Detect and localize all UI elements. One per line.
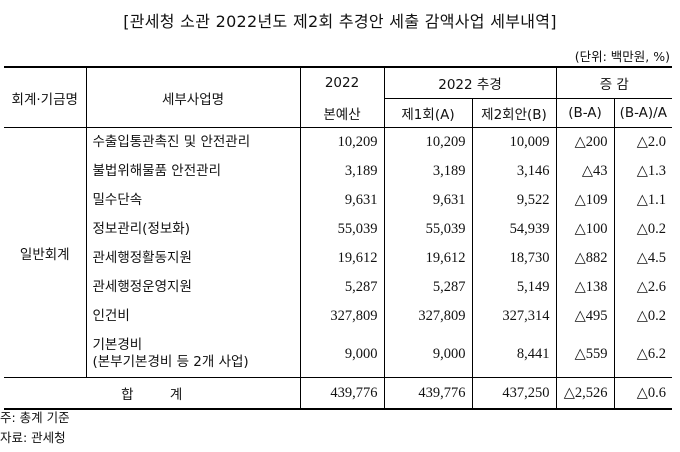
supp1-value: 5,287 <box>383 273 472 302</box>
ratio-value: △0.2 <box>613 215 673 244</box>
diff-value: △100 <box>555 215 614 244</box>
diff-value: △43 <box>555 157 614 186</box>
header-diff: (B-A) <box>555 98 614 128</box>
supp2-value: 327,314 <box>471 302 556 331</box>
table-row: 불법위해물품 안전관리 3,189 3,189 3,146 △43 △1.3 <box>4 157 673 186</box>
diff-value: △200 <box>555 127 614 157</box>
diff-value: △138 <box>555 273 614 302</box>
supp1-value: 19,612 <box>383 244 472 273</box>
diff-value: △109 <box>555 186 614 215</box>
ratio-value: △6.2 <box>613 331 673 378</box>
project-name: 정보관리(정보화) <box>85 215 300 244</box>
header-supp: 2022 추경 <box>383 66 556 99</box>
footnote-source: 자료: 관세청 <box>0 430 66 445</box>
supp2-value: 3,146 <box>471 157 556 186</box>
header-ratio: (B-A)/A <box>613 98 673 128</box>
supp2-value: 9,522 <box>471 186 556 215</box>
header-project: 세부사업명 <box>85 66 300 128</box>
ratio-value: △4.5 <box>613 244 673 273</box>
header-budget-label: 본예산 <box>299 98 384 128</box>
supp2-value: 18,730 <box>471 244 556 273</box>
budget-value: 19,612 <box>299 244 384 273</box>
diff-value: △882 <box>555 244 614 273</box>
supp2-value: 54,939 <box>471 215 556 244</box>
ratio-value: △2.0 <box>613 127 673 157</box>
footnotes: 주: 총계 기준 자료: 관세청 <box>0 408 70 448</box>
total-supp2: 437,250 <box>471 377 556 410</box>
header-supp1: 제1회(A) <box>383 98 472 128</box>
total-label: 합 계 <box>4 377 300 410</box>
ratio-value: △0.2 <box>613 302 673 331</box>
diff-value: △495 <box>555 302 614 331</box>
budget-value: 3,189 <box>299 157 384 186</box>
supp2-value: 8,441 <box>471 331 556 378</box>
project-name: 인건비 <box>85 302 300 331</box>
project-name: 관세행정활동지원 <box>85 244 300 273</box>
table-row: 정보관리(정보화) 55,039 55,039 54,939 △100 △0.2 <box>4 215 673 244</box>
budget-value: 5,287 <box>299 273 384 302</box>
supp1-value: 55,039 <box>383 215 472 244</box>
supp1-value: 327,809 <box>383 302 472 331</box>
header-row-1: 회계·기금명 세부사업명 2022 2022 추경 증 감 <box>4 66 673 128</box>
table-row: 일반회계 수출입통관촉진 및 안전관리 10,209 10,209 10,009… <box>4 127 673 263</box>
supp1-value: 9,631 <box>383 186 472 215</box>
budget-value: 55,039 <box>299 215 384 244</box>
unit-note: (단위: 백만원, %) <box>574 49 670 64</box>
project-name: 기본경비 <box>92 337 143 353</box>
project-name-sub: (본부기본경비 등 2개 사업) <box>92 354 249 370</box>
supp2-value: 5,149 <box>471 273 556 302</box>
header-change: 증 감 <box>555 66 673 99</box>
total-diff: △2,526 <box>555 377 614 410</box>
header-budget-year: 2022 <box>299 66 384 99</box>
table-row: 관세행정운영지원 5,287 5,287 5,149 △138 △2.6 <box>4 273 673 302</box>
supp1-value: 3,189 <box>383 157 472 186</box>
header-supp2: 제2회안(B) <box>471 98 556 128</box>
project-name: 불법위해물품 안전관리 <box>85 157 300 186</box>
total-row: 합 계 439,776 439,776 437,250 △2,526 △0.6 <box>4 377 673 410</box>
table-title: [관세청 소관 2022년도 제2회 추경안 세출 감액사업 세부내역] <box>123 12 557 31</box>
diff-value: △559 <box>555 331 614 378</box>
ratio-value: △1.3 <box>613 157 673 186</box>
total-budget: 439,776 <box>299 377 384 410</box>
footnote-basis: 주: 총계 기준 <box>0 410 70 425</box>
project-name: 밀수단속 <box>85 186 300 215</box>
total-supp1: 439,776 <box>383 377 472 410</box>
header-group: 회계·기금명 <box>4 66 86 128</box>
table-row: 기본경비 (본부기본경비 등 2개 사업) 9,000 9,000 8,441 … <box>4 331 673 378</box>
table-row: 관세행정활동지원 19,612 19,612 18,730 △882 △4.5 <box>4 244 673 273</box>
total-ratio: △0.6 <box>613 377 673 410</box>
group-cell: 일반회계 <box>19 246 70 263</box>
project-name: 관세행정운영지원 <box>85 273 300 302</box>
project-name: 수출입통관촉진 및 안전관리 <box>85 127 300 157</box>
supp1-value: 10,209 <box>383 127 472 157</box>
ratio-value: △2.6 <box>613 273 673 302</box>
table-row: 인건비 327,809 327,809 327,314 △495 △0.2 <box>4 302 673 331</box>
project-name-cell: 기본경비 (본부기본경비 등 2개 사업) <box>85 331 300 378</box>
supp1-value: 9,000 <box>383 331 472 378</box>
budget-value: 327,809 <box>299 302 384 331</box>
budget-value: 9,000 <box>299 331 384 378</box>
header-row-2: 본예산 제1회(A) 제2회안(B) (B-A) (B-A)/A <box>4 98 673 128</box>
table-row: 밀수단속 9,631 9,631 9,522 △109 △1.1 <box>4 186 673 215</box>
budget-value: 10,209 <box>299 127 384 157</box>
ratio-value: △1.1 <box>613 186 673 215</box>
budget-table: 회계·기금명 세부사업명 2022 2022 추경 증 감 본예산 제1회(A)… <box>4 66 673 410</box>
supp2-value: 10,009 <box>471 127 556 157</box>
budget-value: 9,631 <box>299 186 384 215</box>
